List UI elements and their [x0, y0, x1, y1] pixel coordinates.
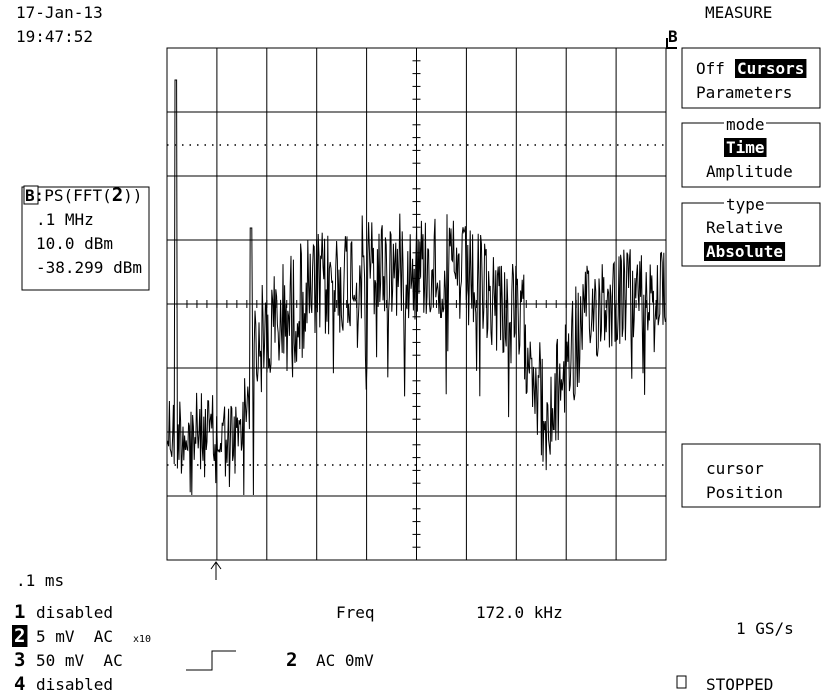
menu-button[interactable]: Off Cursors Parameters: [681, 47, 821, 109]
menu-item[interactable]: Amplitude: [706, 162, 793, 181]
graticule: [166, 47, 667, 561]
readout-frame: [21, 186, 150, 291]
button-frame[interactable]: [681, 443, 821, 508]
status: STOPPED: [706, 675, 773, 694]
readout-line: 10.0 dBm: [36, 234, 113, 253]
menu-button[interactable]: type Relative Absolute: [681, 195, 821, 267]
menu-title: MEASURE: [705, 3, 772, 22]
label-gap: [724, 196, 766, 212]
menu-button[interactable]: mode Time Amplitude: [681, 115, 821, 188]
menu-item[interactable]: cursor: [706, 459, 764, 478]
menu-item[interactable]: Relative: [706, 218, 783, 237]
waveform-trace: [166, 79, 666, 496]
label-gap: [724, 116, 766, 132]
date: 17-Jan-13: [16, 3, 103, 22]
channel-number: 3: [14, 649, 25, 671]
trace-badge: [23, 185, 39, 205]
readout-box: B:PS(FFT(2)) .1 MHz 10.0 dBm -38.299 dBm: [21, 184, 150, 291]
readout-title: B:PS(FFT(2)): [25, 184, 142, 206]
channel-setting: 50 mV AC: [36, 651, 123, 670]
highlight: [735, 59, 807, 78]
menu-button[interactable]: cursor Position: [681, 443, 821, 508]
menu-item[interactable]: Position: [706, 483, 783, 502]
readout-line: -38.299 dBm: [36, 258, 142, 277]
channel-setting: 5 mV AC: [36, 627, 113, 646]
channel-setting: disabled: [36, 603, 113, 622]
status-box: [676, 675, 687, 689]
marker-arrow: [666, 38, 677, 49]
highlight: [724, 138, 767, 157]
cursor-arrow: [210, 561, 222, 580]
marker: B: [668, 27, 678, 46]
channel-setting: disabled: [36, 675, 113, 694]
trace-id: B: [25, 186, 35, 205]
readout-line: .1 MHz: [36, 210, 94, 229]
timebase: .1 ms: [16, 571, 64, 590]
measurement-value: 172.0 kHz: [476, 603, 563, 622]
trigger-setting: AC 0mV: [316, 651, 374, 670]
button-label[interactable]: type: [726, 195, 765, 214]
menu-item-selected[interactable]: Absolute: [706, 242, 783, 261]
channel: 2: [112, 184, 123, 206]
highlight: [704, 242, 786, 261]
measurement-label: Freq: [336, 603, 375, 622]
probe-factor: x10: [133, 634, 151, 645]
highlight: [12, 625, 28, 647]
sample-rate: 1 GS/s: [736, 619, 794, 638]
trigger-channel: 2: [286, 649, 297, 671]
menu-item-selected[interactable]: Time: [726, 138, 765, 157]
channel-number: 2: [14, 625, 25, 647]
time: 19:47:52: [16, 27, 93, 46]
channel-number: 1: [14, 601, 25, 623]
function: :PS(FFT(: [35, 186, 112, 205]
trigger-edge-icon: [186, 650, 236, 671]
menu-item[interactable]: Parameters: [696, 83, 792, 102]
channel-number: 4: [14, 673, 25, 695]
button-label[interactable]: mode: [726, 115, 765, 134]
menu-item-selected[interactable]: Cursors: [737, 59, 804, 78]
menu-item[interactable]: Off: [696, 59, 725, 78]
close: )): [123, 186, 142, 205]
